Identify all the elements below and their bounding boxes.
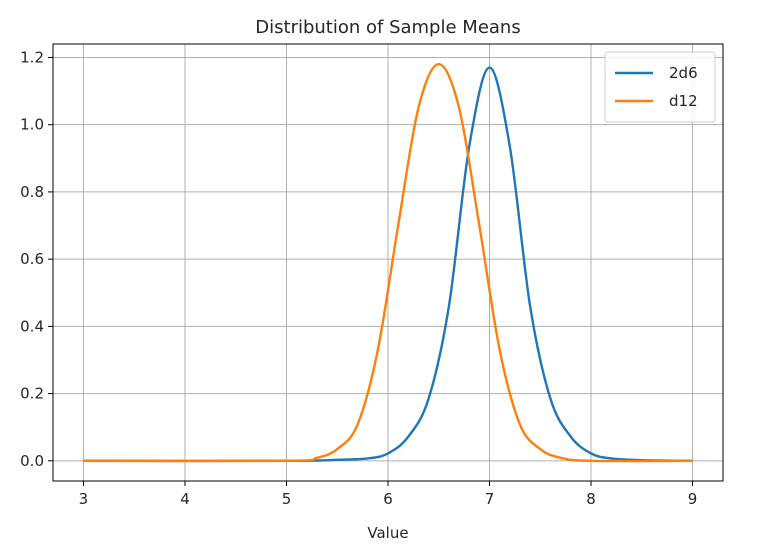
- y-tick-label: 1.0: [20, 116, 44, 134]
- y-tick-label: 1.2: [20, 48, 44, 66]
- x-tick-label: 3: [79, 490, 89, 508]
- legend-label: 2d6: [669, 64, 698, 82]
- y-tick-label: 0.8: [20, 183, 44, 201]
- y-tick-label: 0.4: [20, 317, 44, 335]
- y-tick-label: 0.0: [20, 452, 44, 470]
- x-tick-label: 7: [485, 490, 495, 508]
- x-tick-label: 5: [282, 490, 292, 508]
- axis-ticks: 3 4 5 6 7 8 9 0.0 0.2 0.4 0.6 0.8 1.0 1.2: [20, 48, 697, 508]
- chart-title: Distribution of Sample Means: [255, 17, 520, 38]
- x-axis-label: Value: [367, 524, 408, 542]
- x-tick-label: 4: [180, 490, 190, 508]
- x-tick-label: 6: [383, 490, 393, 508]
- legend-label: d12: [669, 92, 698, 110]
- series-layer: [83, 62, 693, 463]
- series-line-2d6: [83, 66, 693, 463]
- y-tick-label: 0.6: [20, 250, 44, 268]
- series-line-d12: [83, 62, 693, 463]
- legend-box: [604, 51, 716, 123]
- x-tick-label: 9: [688, 490, 698, 508]
- y-tick-label: 0.2: [20, 385, 44, 403]
- legend: 2d6 d12: [604, 51, 716, 123]
- x-tick-label: 8: [586, 490, 596, 508]
